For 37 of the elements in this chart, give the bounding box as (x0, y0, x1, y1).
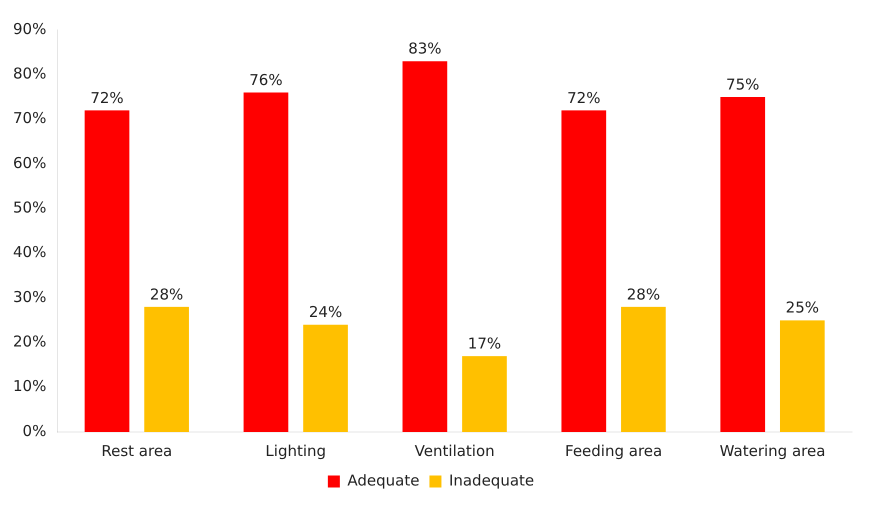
y-tick-label: 20% (12, 332, 46, 351)
x-tick-label: Ventilation (414, 442, 495, 460)
x-tick-label: Watering area (720, 442, 826, 460)
y-tick-label: 60% (12, 154, 46, 172)
y-tick-label: 70% (12, 109, 46, 128)
y-tick-label: 10% (12, 377, 46, 396)
y-tick-label: 80% (12, 64, 46, 83)
data-label: 25% (786, 298, 820, 317)
legend-label: Adequate (347, 471, 420, 490)
data-label: 72% (567, 88, 600, 107)
bar (720, 97, 766, 432)
data-label: 72% (90, 88, 124, 107)
bar (303, 324, 348, 432)
data-label: 17% (468, 334, 502, 352)
legend-label: Inadequate (448, 471, 534, 490)
x-tick-label: Rest area (101, 442, 172, 460)
bar (144, 306, 189, 432)
data-label: 75% (726, 75, 760, 94)
x-tick-label: Lighting (265, 442, 326, 460)
data-label: 24% (308, 303, 342, 322)
bar (621, 306, 666, 432)
y-tick-label: 0% (22, 422, 46, 440)
y-tick-label: 90% (12, 20, 46, 38)
y-tick-label: 30% (12, 288, 46, 306)
y-tick-label: 50% (12, 198, 46, 217)
data-label: 76% (249, 70, 283, 89)
bar (462, 356, 507, 432)
y-tick-label: 40% (12, 243, 46, 262)
data-label: 28% (626, 285, 660, 304)
bar (780, 320, 825, 432)
x-tick-label: Feeding area (565, 442, 662, 460)
bar (402, 61, 448, 432)
bar (244, 92, 288, 432)
bar (84, 110, 130, 432)
data-label: 28% (150, 285, 184, 304)
bar (561, 110, 606, 432)
data-label: 83% (408, 40, 442, 58)
